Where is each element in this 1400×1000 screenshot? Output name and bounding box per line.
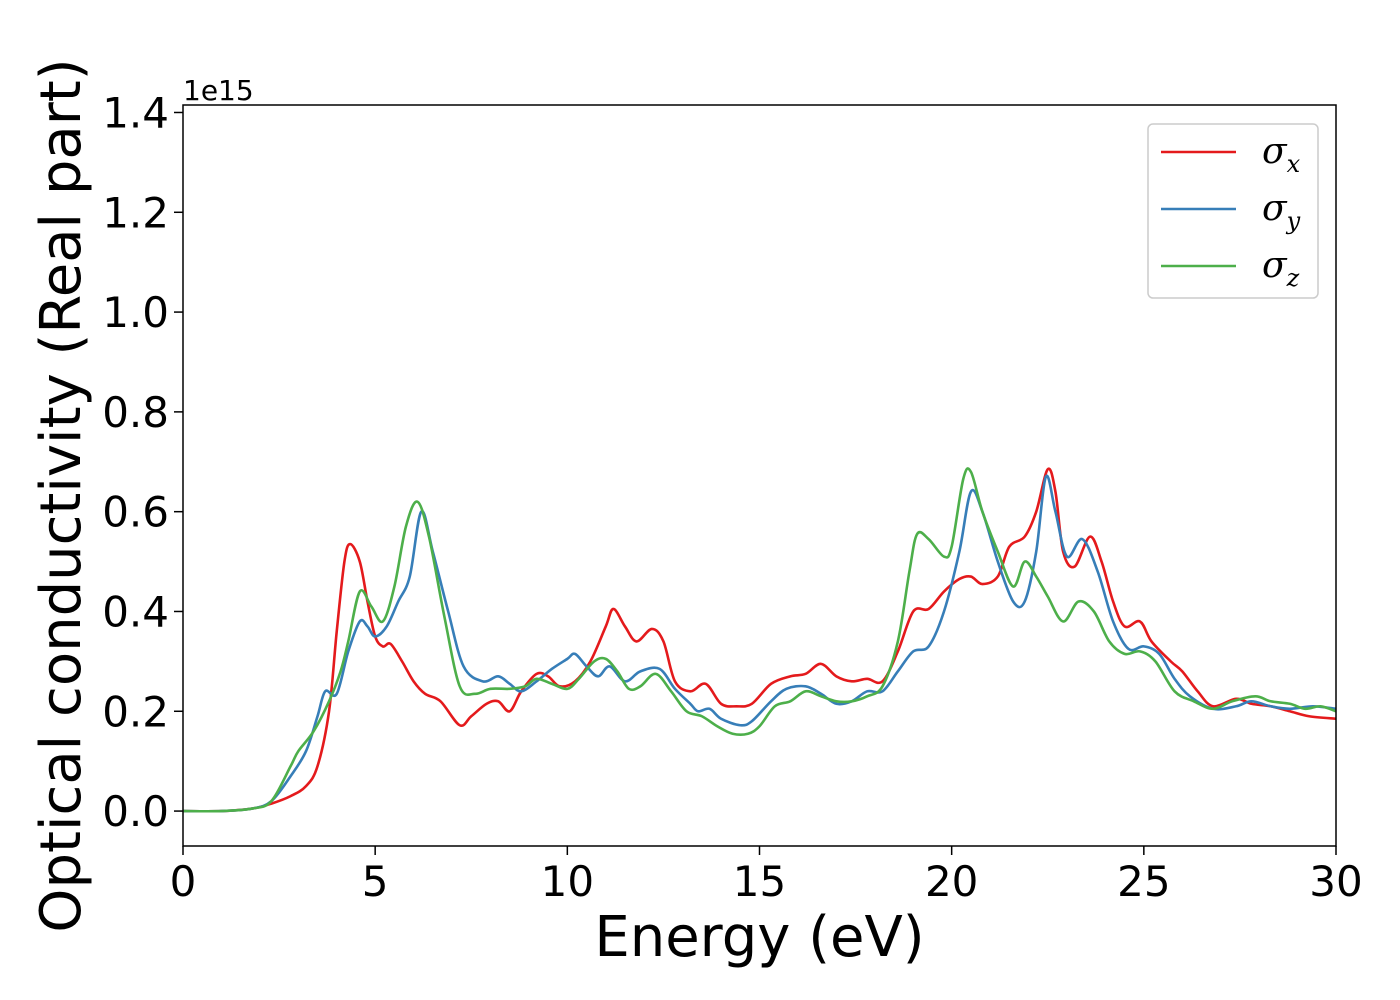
y-tick-label: 1.0: [102, 288, 169, 337]
legend-symbol: σ: [1262, 245, 1288, 286]
y-tick-label: 0.6: [102, 488, 169, 537]
legend-symbol: σ: [1262, 188, 1288, 229]
legend-subscript: x: [1287, 150, 1301, 178]
x-tick-label: 20: [925, 857, 978, 906]
legend-symbol: σ: [1262, 131, 1288, 172]
y-tick-label: 0.4: [102, 587, 169, 636]
y-tick-label: 0.2: [102, 687, 169, 736]
legend-box: [1147, 123, 1319, 299]
y-axis-label: Optical conductivity (Real part): [29, 58, 94, 932]
series-layer: [183, 467, 1336, 813]
x-axis-ticks: 0 5 10 15 20 25 30: [170, 846, 1363, 906]
x-axis-label: Energy (eV): [594, 905, 924, 970]
x-tick-label: 15: [733, 857, 786, 906]
legend-entry-y: σy: [1262, 188, 1301, 235]
y-tick-label: 0.0: [102, 787, 169, 836]
legend-subscript: z: [1286, 264, 1300, 292]
legend-subscript: y: [1286, 207, 1301, 235]
series-line-x: [183, 467, 1336, 813]
y-tick-label: 0.8: [102, 388, 169, 437]
x-tick-label: 10: [541, 857, 594, 906]
x-tick-label: 30: [1309, 857, 1362, 906]
x-tick-label: 25: [1117, 857, 1170, 906]
series-line-z: [183, 467, 1336, 813]
legend-entry-z: σz: [1262, 245, 1300, 292]
legend-entry-x: σx: [1262, 131, 1301, 178]
x-tick-label: 5: [362, 857, 389, 906]
y-tick-label: 1.2: [102, 188, 169, 237]
x-tick-label: 0: [170, 857, 197, 906]
y-axis-ticks: 0.0 0.2 0.4 0.6 0.8 1.0 1.2 1.4: [102, 88, 183, 836]
y-offset-text: 1e15: [183, 74, 254, 107]
y-tick-label: 1.4: [102, 88, 169, 137]
series-line-y: [183, 474, 1336, 813]
